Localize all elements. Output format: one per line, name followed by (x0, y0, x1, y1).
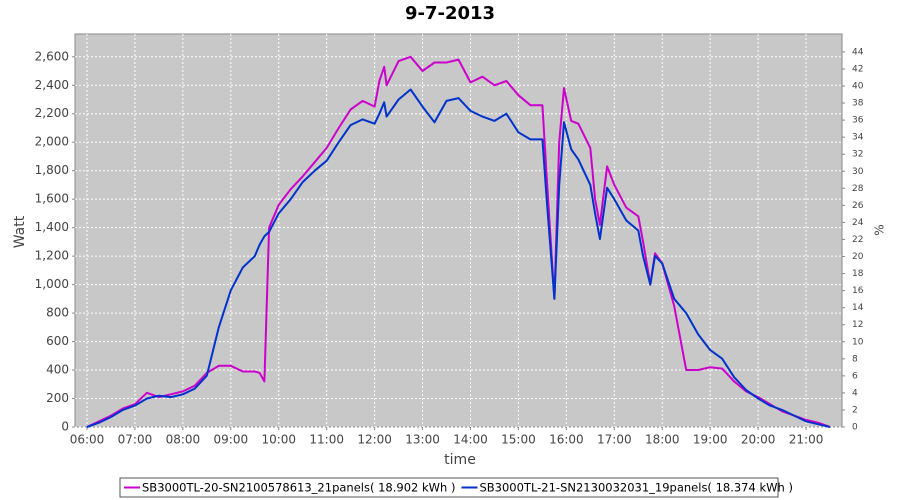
y2-tick-label: 0 (852, 423, 858, 433)
x-tick-label: 15:00 (501, 433, 536, 447)
y2-tick-label: 16 (852, 286, 864, 296)
series-line (86, 88, 831, 428)
x-tick-label: 08:00 (166, 433, 201, 447)
x-tick-label: 18:00 (645, 433, 680, 447)
y-tick-label: 1,800 (35, 163, 69, 177)
y-tick-label: 2,400 (35, 78, 69, 92)
y2-tick-label: 6 (852, 371, 858, 381)
y2-tick-label: 22 (852, 235, 863, 245)
y2-tick-label: 10 (852, 337, 864, 347)
x-tick-label: 10:00 (261, 433, 296, 447)
y-tick-label: 400 (46, 363, 69, 377)
y-tick-label: 1,400 (35, 220, 69, 234)
chart-title: 9-7-2013 (405, 3, 495, 24)
y-tick-label: 800 (46, 306, 69, 320)
x-axis-label: time (444, 452, 476, 468)
x-tick-label: 19:00 (693, 433, 728, 447)
y-tick-label: 2,000 (35, 135, 69, 149)
y2-tick-label: 8 (852, 354, 858, 364)
y-axis-label: Watt (12, 215, 28, 248)
y-tick-label: 2,600 (35, 49, 69, 63)
y-tick-label: 1,200 (35, 249, 69, 263)
y2-tick-label: 36 (852, 116, 864, 126)
y2-tick-label: 42 (852, 64, 863, 74)
series-line (86, 55, 831, 428)
y-tick-label: 1,000 (35, 277, 69, 291)
y-tick-label: 1,600 (35, 192, 69, 206)
legend (119, 477, 779, 498)
x-tick-label: 11:00 (309, 433, 344, 447)
x-tick-label: 13:00 (405, 433, 440, 447)
x-tick-label: 09:00 (214, 433, 249, 447)
y2-tick-label: 28 (852, 184, 864, 194)
y2-axis-label: % (873, 224, 887, 235)
x-tick-label: 17:00 (597, 433, 632, 447)
y2-tick-label: 14 (852, 303, 864, 313)
x-tick-label: 20:00 (741, 433, 776, 447)
x-tick-label: 16:00 (549, 433, 584, 447)
y2-tick-label: 20 (852, 252, 864, 262)
y2-tick-label: 44 (852, 47, 864, 57)
y2-tick-label: 12 (852, 320, 863, 330)
y2-tick-label: 4 (852, 388, 858, 398)
y2-tick-label: 34 (852, 133, 864, 143)
y2-tick-label: 24 (852, 218, 864, 228)
y2-tick-label: 30 (852, 167, 864, 177)
x-tick-label: 06:00 (70, 433, 105, 447)
x-tick-label: 12:00 (357, 433, 392, 447)
y-tick-label: 2,200 (35, 106, 69, 120)
y2-tick-label: 32 (852, 150, 863, 160)
x-tick-label: 21:00 (789, 433, 824, 447)
y2-tick-label: 40 (852, 82, 864, 92)
y2-tick-label: 2 (852, 405, 858, 415)
y2-tick-label: 38 (852, 99, 864, 109)
y2-tick-label: 26 (852, 201, 864, 211)
plot-area (74, 33, 843, 428)
x-tick-label: 07:00 (118, 433, 153, 447)
y-tick-label: 200 (46, 391, 69, 405)
y-tick-label: 600 (46, 334, 69, 348)
y2-tick-label: 18 (852, 269, 864, 279)
legend-label: SB3000TL-20-SN2100578613_21panels( 18.90… (142, 481, 455, 495)
x-tick-label: 14:00 (453, 433, 488, 447)
legend-label: SB3000TL-21-SN2130032031_19panels( 18.37… (479, 481, 792, 495)
y-tick-label: 0 (61, 420, 69, 434)
